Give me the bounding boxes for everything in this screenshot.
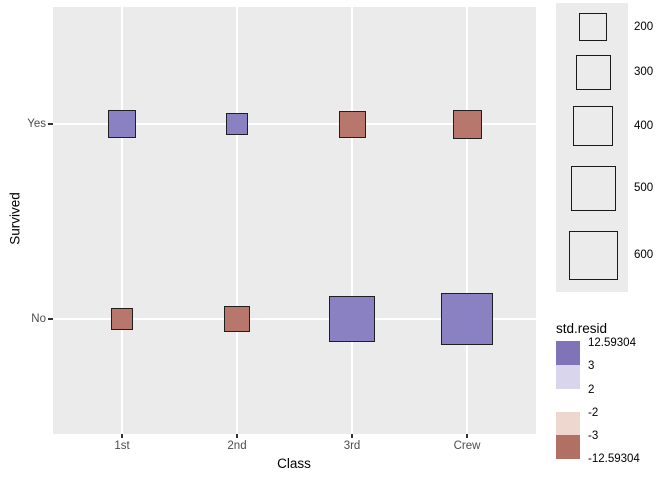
data-square-3rd-no bbox=[329, 296, 375, 342]
size-legend bbox=[556, 3, 628, 292]
size-legend-label: 500 bbox=[634, 182, 654, 194]
color-legend-label: -3 bbox=[588, 430, 599, 442]
x-tick-label: 1st bbox=[114, 440, 130, 452]
y-tick-mark bbox=[48, 123, 53, 125]
color-legend-label: 12.59304 bbox=[588, 337, 636, 349]
size-legend-label: 300 bbox=[634, 66, 654, 78]
data-square-3rd-yes bbox=[338, 110, 366, 138]
color-legend-bin bbox=[556, 389, 580, 412]
color-legend-label: -2 bbox=[588, 407, 599, 419]
data-square-1st-no bbox=[111, 308, 133, 330]
size-legend-label: 400 bbox=[634, 120, 654, 132]
gridline-vertical bbox=[236, 7, 238, 434]
y-tick-label: Yes bbox=[27, 118, 46, 130]
x-axis-title: Class bbox=[277, 456, 311, 471]
gridline-vertical bbox=[466, 7, 468, 434]
color-legend-bin bbox=[556, 341, 580, 365]
size-legend-label: 200 bbox=[634, 21, 654, 33]
y-axis-title: Survived bbox=[7, 192, 23, 245]
data-square-crew-no bbox=[441, 293, 493, 345]
x-tick-mark bbox=[236, 434, 238, 438]
size-legend-key bbox=[570, 165, 616, 211]
data-square-crew-yes bbox=[452, 109, 482, 139]
x-tick-mark bbox=[121, 434, 123, 438]
data-square-2nd-no bbox=[224, 306, 250, 332]
data-square-2nd-yes bbox=[226, 113, 248, 135]
color-legend-title: std.resid bbox=[556, 321, 608, 336]
color-legend-label: 3 bbox=[588, 360, 595, 372]
y-tick-label: No bbox=[31, 313, 46, 325]
color-legend-label: -12.59304 bbox=[588, 453, 640, 465]
y-tick-mark bbox=[48, 318, 53, 320]
color-legend-bin bbox=[556, 435, 580, 459]
x-tick-mark bbox=[466, 434, 468, 438]
gridline-horizontal bbox=[53, 123, 536, 125]
x-tick-label: 2nd bbox=[227, 440, 247, 452]
size-legend-key bbox=[573, 106, 613, 146]
x-tick-mark bbox=[351, 434, 353, 438]
color-legend-label: 2 bbox=[588, 384, 595, 396]
gridline-horizontal bbox=[53, 318, 536, 320]
gridline-vertical bbox=[121, 7, 123, 434]
color-legend-bin bbox=[556, 412, 580, 435]
plot-panel bbox=[53, 7, 536, 434]
x-tick-label: Crew bbox=[453, 440, 481, 452]
size-legend-label: 600 bbox=[634, 249, 654, 261]
x-tick-label: 3rd bbox=[343, 440, 361, 452]
gridline-vertical bbox=[351, 7, 353, 434]
size-legend-key bbox=[568, 230, 618, 280]
color-legend-bin bbox=[556, 365, 580, 389]
size-legend-key bbox=[579, 13, 607, 41]
data-square-1st-yes bbox=[108, 110, 136, 138]
size-legend-key bbox=[575, 54, 611, 90]
